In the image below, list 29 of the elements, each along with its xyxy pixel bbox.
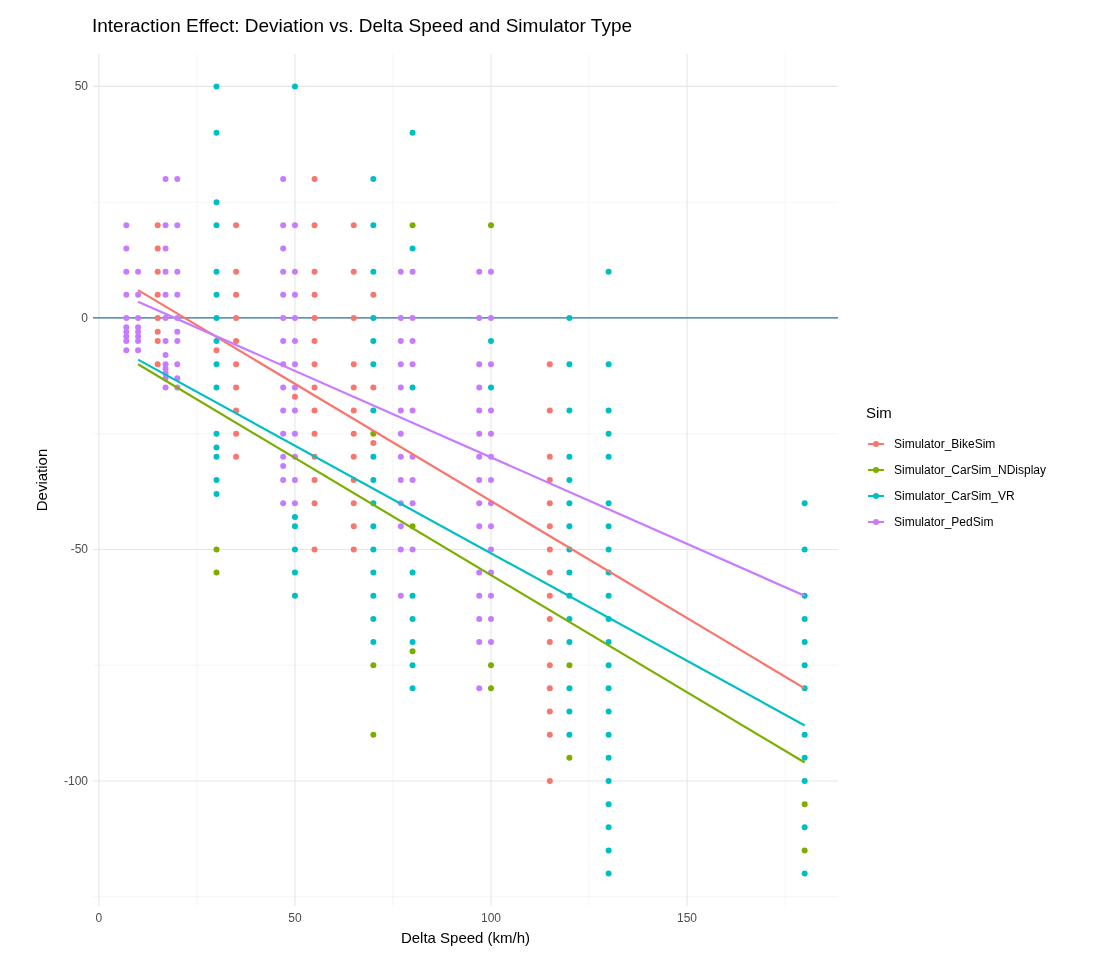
y-tick-label: -50 <box>70 542 89 557</box>
x-tick-label: 0 <box>95 911 103 925</box>
legend-label: Simulator_PedSim <box>894 515 994 529</box>
point <box>566 754 573 761</box>
legend-label: Simulator_CarSim_VR <box>894 489 1016 503</box>
point <box>370 662 377 669</box>
point <box>566 662 573 669</box>
point <box>370 731 377 738</box>
point <box>213 546 220 553</box>
point <box>487 685 494 692</box>
point <box>213 569 220 576</box>
point <box>409 648 416 655</box>
y-axis-title: Deviation <box>33 448 50 512</box>
point <box>487 222 494 229</box>
legend-label: Simulator_BikeSim <box>894 437 996 451</box>
point <box>487 662 494 669</box>
x-tick-label: 50 <box>288 911 302 925</box>
legend-title: Sim <box>866 404 892 421</box>
y-tick-label: 50 <box>74 79 89 94</box>
point <box>409 222 416 229</box>
point <box>801 847 808 854</box>
y-tick-label: -100 <box>63 773 89 788</box>
y-tick-label: 0 <box>81 310 89 325</box>
chart-title: Interaction Effect: Deviation vs. Delta Speed and Simulator Type <box>92 15 633 36</box>
legend-label: Simulator_CarSim_NDisplay <box>894 463 1047 477</box>
x-tick-label: 150 <box>677 911 698 925</box>
point <box>801 801 808 808</box>
x-tick-label: 100 <box>480 911 502 925</box>
x-axis-title: Delta Speed (km/h) <box>400 929 531 946</box>
